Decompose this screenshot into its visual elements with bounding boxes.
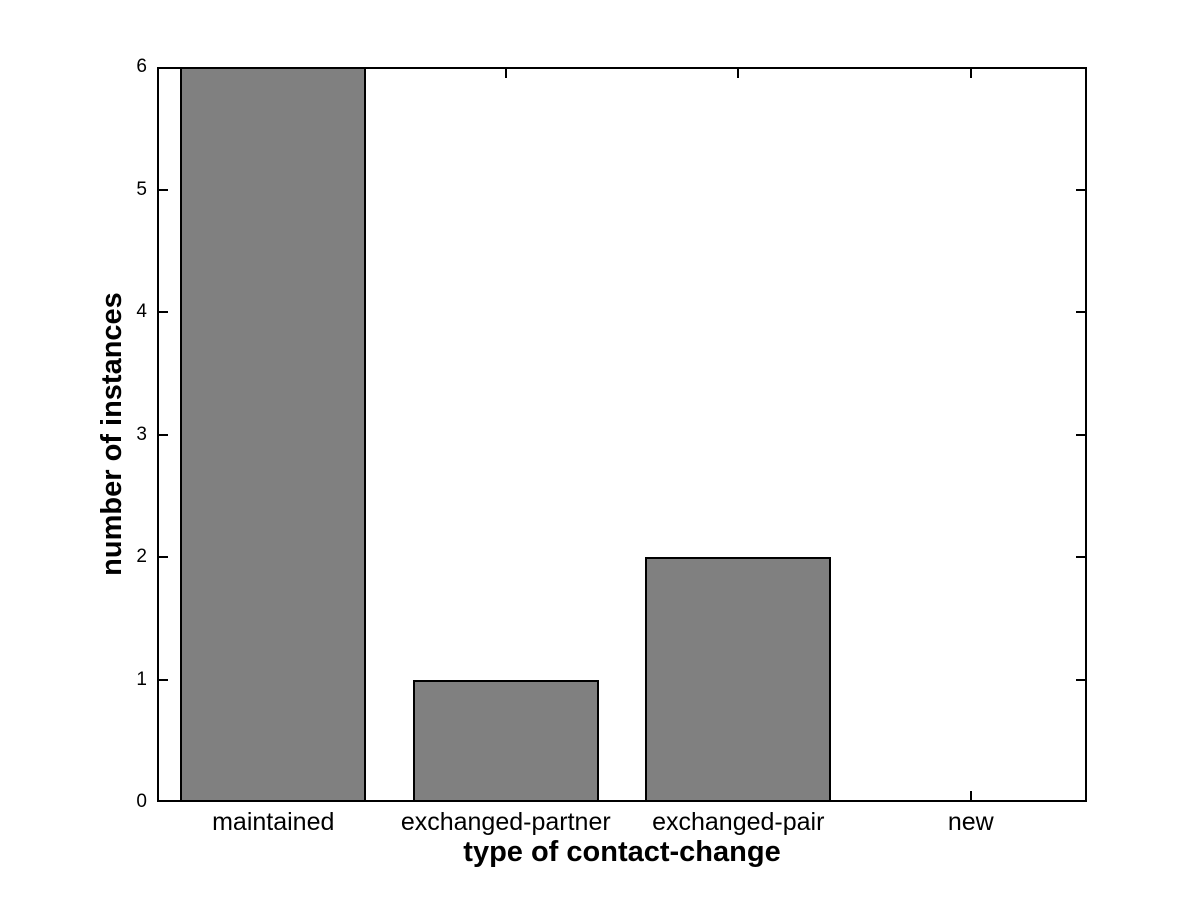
- bar-maintained: [180, 67, 367, 802]
- y-axis-tick-right: [1076, 433, 1085, 436]
- y-axis-tick-left: [159, 433, 168, 436]
- y-tick-label: 3: [136, 423, 147, 445]
- y-axis-tick-left: [159, 311, 168, 313]
- y-tick-label: 4: [136, 301, 147, 322]
- x-tick-label: new: [947, 808, 994, 836]
- bar-exchanged-pair: [645, 557, 832, 802]
- x-tick-label: maintained: [212, 808, 335, 836]
- y-axis-tick-right: [1076, 678, 1085, 681]
- x-axis-label: type of contact-change: [463, 836, 781, 868]
- y-axis-tick-right: [1076, 188, 1085, 191]
- y-axis-tick-left: [159, 188, 168, 191]
- y-axis-tick-right: [1076, 556, 1085, 558]
- x-axis-tick-top: [737, 69, 740, 78]
- y-tick-label: 1: [136, 668, 147, 690]
- x-axis-tick-top: [969, 69, 972, 78]
- x-axis-tick-top: [504, 69, 507, 78]
- y-axis-tick-left: [159, 556, 168, 558]
- y-axis-tick-left: [159, 678, 168, 681]
- x-axis-tick-bottom: [969, 791, 972, 800]
- y-axis-tick-right: [1076, 311, 1085, 313]
- x-tick-label: exchanged-partner: [400, 808, 611, 836]
- y-tick-label: 5: [136, 178, 147, 200]
- plot-area: [157, 67, 1087, 802]
- x-tick-label: exchanged-pair: [652, 808, 825, 836]
- bar-exchanged-partner: [412, 679, 599, 802]
- y-tick-label: 6: [136, 56, 147, 77]
- y-tick-label: 0: [136, 791, 147, 812]
- y-tick-label: 2: [136, 546, 147, 567]
